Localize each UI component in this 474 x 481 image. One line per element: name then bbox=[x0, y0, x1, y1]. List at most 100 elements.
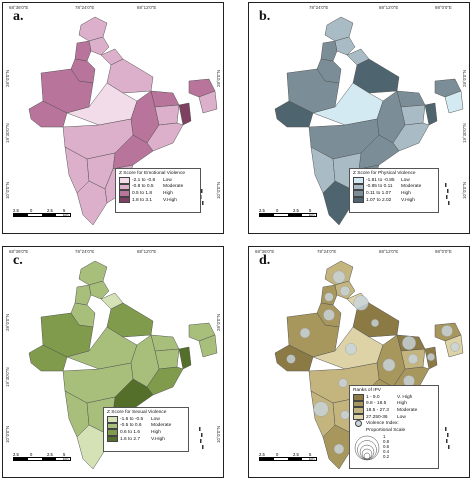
state-region bbox=[76, 180, 108, 226]
legend-swatch bbox=[107, 422, 118, 430]
scale-label: 2.5 bbox=[259, 208, 265, 213]
legend-range: 9.8 - 18.5 bbox=[366, 401, 387, 407]
legend-range: 1.07 to 2.02 bbox=[366, 197, 392, 203]
island-mark bbox=[202, 201, 204, 205]
legend-class: Moderate bbox=[151, 423, 172, 429]
index-value: 0.2 bbox=[383, 454, 390, 460]
island-mark bbox=[446, 439, 448, 443]
legend-range: 1.8 to 3.1 bbox=[132, 197, 153, 203]
scale-label: 2.5 bbox=[47, 452, 53, 457]
index-value: 0.6 bbox=[383, 443, 390, 449]
scale-label: 0 bbox=[276, 452, 279, 457]
scale-bar-b: 2.5 0 2.5 5 km bbox=[259, 207, 317, 218]
lat-tick: 19°30'0"N bbox=[462, 123, 467, 143]
legend-range: 0.11 to 1.07 bbox=[366, 190, 391, 196]
legend-title: Z Score for Sexual Violence bbox=[107, 410, 167, 415]
legend-range: -2.1 to -0.8 bbox=[132, 177, 156, 183]
violence-index-bubble bbox=[382, 358, 396, 372]
island-mark bbox=[202, 445, 204, 449]
lon-tick: 78°24'0"E bbox=[309, 5, 329, 10]
legend-class: V.High bbox=[151, 436, 165, 442]
legend-range: 1.6 to 2.7 bbox=[120, 436, 141, 442]
index-title: Violence Index: bbox=[366, 421, 399, 427]
violence-index-bubble bbox=[402, 336, 416, 350]
scale-label: 2.5 bbox=[259, 452, 265, 457]
violence-index-bubble bbox=[338, 378, 348, 388]
legend-swatch bbox=[353, 183, 364, 191]
legend-row: -0.85 to 0.11 Moderate bbox=[353, 183, 435, 191]
legend-row: 0.11 to 1.07 High bbox=[353, 190, 435, 197]
lon-tick: 88°12'0"E bbox=[137, 249, 157, 254]
lat-tick: 28°0'0"N bbox=[216, 69, 221, 87]
panel-label-a: a. bbox=[13, 9, 24, 24]
island-mark bbox=[201, 433, 203, 437]
scale-bar-c: 2.5 0 2.5 5 km bbox=[13, 451, 71, 462]
panel-label-b: b. bbox=[259, 9, 271, 24]
state-region bbox=[400, 104, 426, 126]
legend-class: Low bbox=[163, 177, 172, 183]
lon-tick: 78°24'0"E bbox=[317, 249, 337, 254]
violence-index-bubble bbox=[353, 295, 369, 311]
lat-tick: 28°0'0"N bbox=[462, 69, 467, 87]
legend-row: 1.8 to 3.1 V.High bbox=[119, 196, 197, 204]
legend-row: 9.8 - 18.5 High bbox=[353, 400, 435, 408]
legend-row: 0.6 to 1.6 High bbox=[107, 429, 185, 436]
scale-label: 2.5 bbox=[293, 452, 299, 457]
legend-swatch bbox=[353, 400, 364, 408]
index-value: 0.8 bbox=[383, 438, 390, 444]
lat-tick: 28°0'0"N bbox=[5, 69, 10, 87]
legend-class: High bbox=[163, 190, 173, 196]
proportional-scale: 1 0.8 0.6 0.4 0.2 bbox=[353, 434, 435, 462]
legend-swatch bbox=[119, 190, 130, 197]
island-mark bbox=[199, 427, 201, 431]
violence-index-bubble bbox=[339, 285, 351, 297]
scale-label: 0 bbox=[276, 208, 279, 213]
violence-index-bubble bbox=[441, 325, 453, 337]
legend-class: Moderate bbox=[401, 184, 422, 190]
panel-label-c: c. bbox=[13, 253, 23, 268]
legend-bubble-swatch bbox=[355, 420, 362, 428]
lon-tick: 88°12'0"E bbox=[379, 5, 399, 10]
legend-swatch bbox=[119, 183, 130, 191]
lat-tick: 10°0'0"N bbox=[216, 181, 221, 199]
scale-label: 5 km bbox=[63, 208, 69, 218]
legend-range: 1 - 9.0 bbox=[366, 394, 380, 400]
state-region bbox=[154, 348, 180, 370]
map-panel-d: d. 68°36'0"E 78°24'0"E 88°12'0"E 98°0'0"… bbox=[248, 246, 470, 478]
state-region bbox=[320, 40, 338, 62]
violence-index-bubble bbox=[407, 353, 419, 365]
legend-swatch bbox=[353, 190, 364, 197]
lon-tick: 68°36'0"E bbox=[255, 249, 275, 254]
scale-bar-d: 2.5 0 2.5 5 km bbox=[259, 451, 317, 462]
violence-index-bubble bbox=[286, 354, 296, 364]
legend-swatch bbox=[107, 435, 118, 443]
state-region bbox=[178, 346, 192, 370]
legend-class: Moderate bbox=[163, 184, 184, 190]
violence-index-bubble bbox=[324, 292, 334, 302]
index-subtitle: Proportional Scale bbox=[366, 427, 406, 433]
lon-tick: 68°36'0"E bbox=[9, 249, 29, 254]
legend-row: -1.81 to -0.85 Low bbox=[353, 177, 435, 184]
legend-swatch bbox=[353, 196, 364, 204]
lat-tick: 28°0'0"N bbox=[5, 313, 10, 331]
legend-class: V.High bbox=[163, 197, 177, 203]
legend-swatch bbox=[107, 429, 118, 436]
legend-class: Low bbox=[151, 416, 160, 422]
india-map-c bbox=[28, 260, 218, 470]
island-mark bbox=[448, 201, 450, 205]
lat-tick: 19°30'0"N bbox=[5, 367, 10, 387]
legend-class: Low bbox=[401, 177, 410, 183]
island-mark bbox=[447, 189, 449, 193]
scale-label: 2.5 bbox=[293, 208, 299, 213]
legend-b: Z Score for Physical Violence -1.81 to -… bbox=[349, 168, 439, 213]
legend-swatch bbox=[353, 394, 364, 401]
legend-d: Ranks of IPV 1 - 9.0 V. High 9.8 - 18.5 Hi… bbox=[349, 385, 439, 469]
legend-class: High bbox=[401, 190, 411, 196]
legend-row: 1.6 to 2.7 V.High bbox=[107, 435, 185, 443]
violence-index-bubble bbox=[333, 443, 345, 455]
legend-row: Violence Index: bbox=[353, 420, 435, 428]
legend-range: -0.5 to 0.6 bbox=[120, 423, 142, 429]
legend-range: 0.5 to 1.8 bbox=[132, 190, 153, 196]
violence-index-bubble bbox=[323, 309, 335, 321]
legend-range: -0.85 to 0.11 bbox=[366, 184, 393, 190]
